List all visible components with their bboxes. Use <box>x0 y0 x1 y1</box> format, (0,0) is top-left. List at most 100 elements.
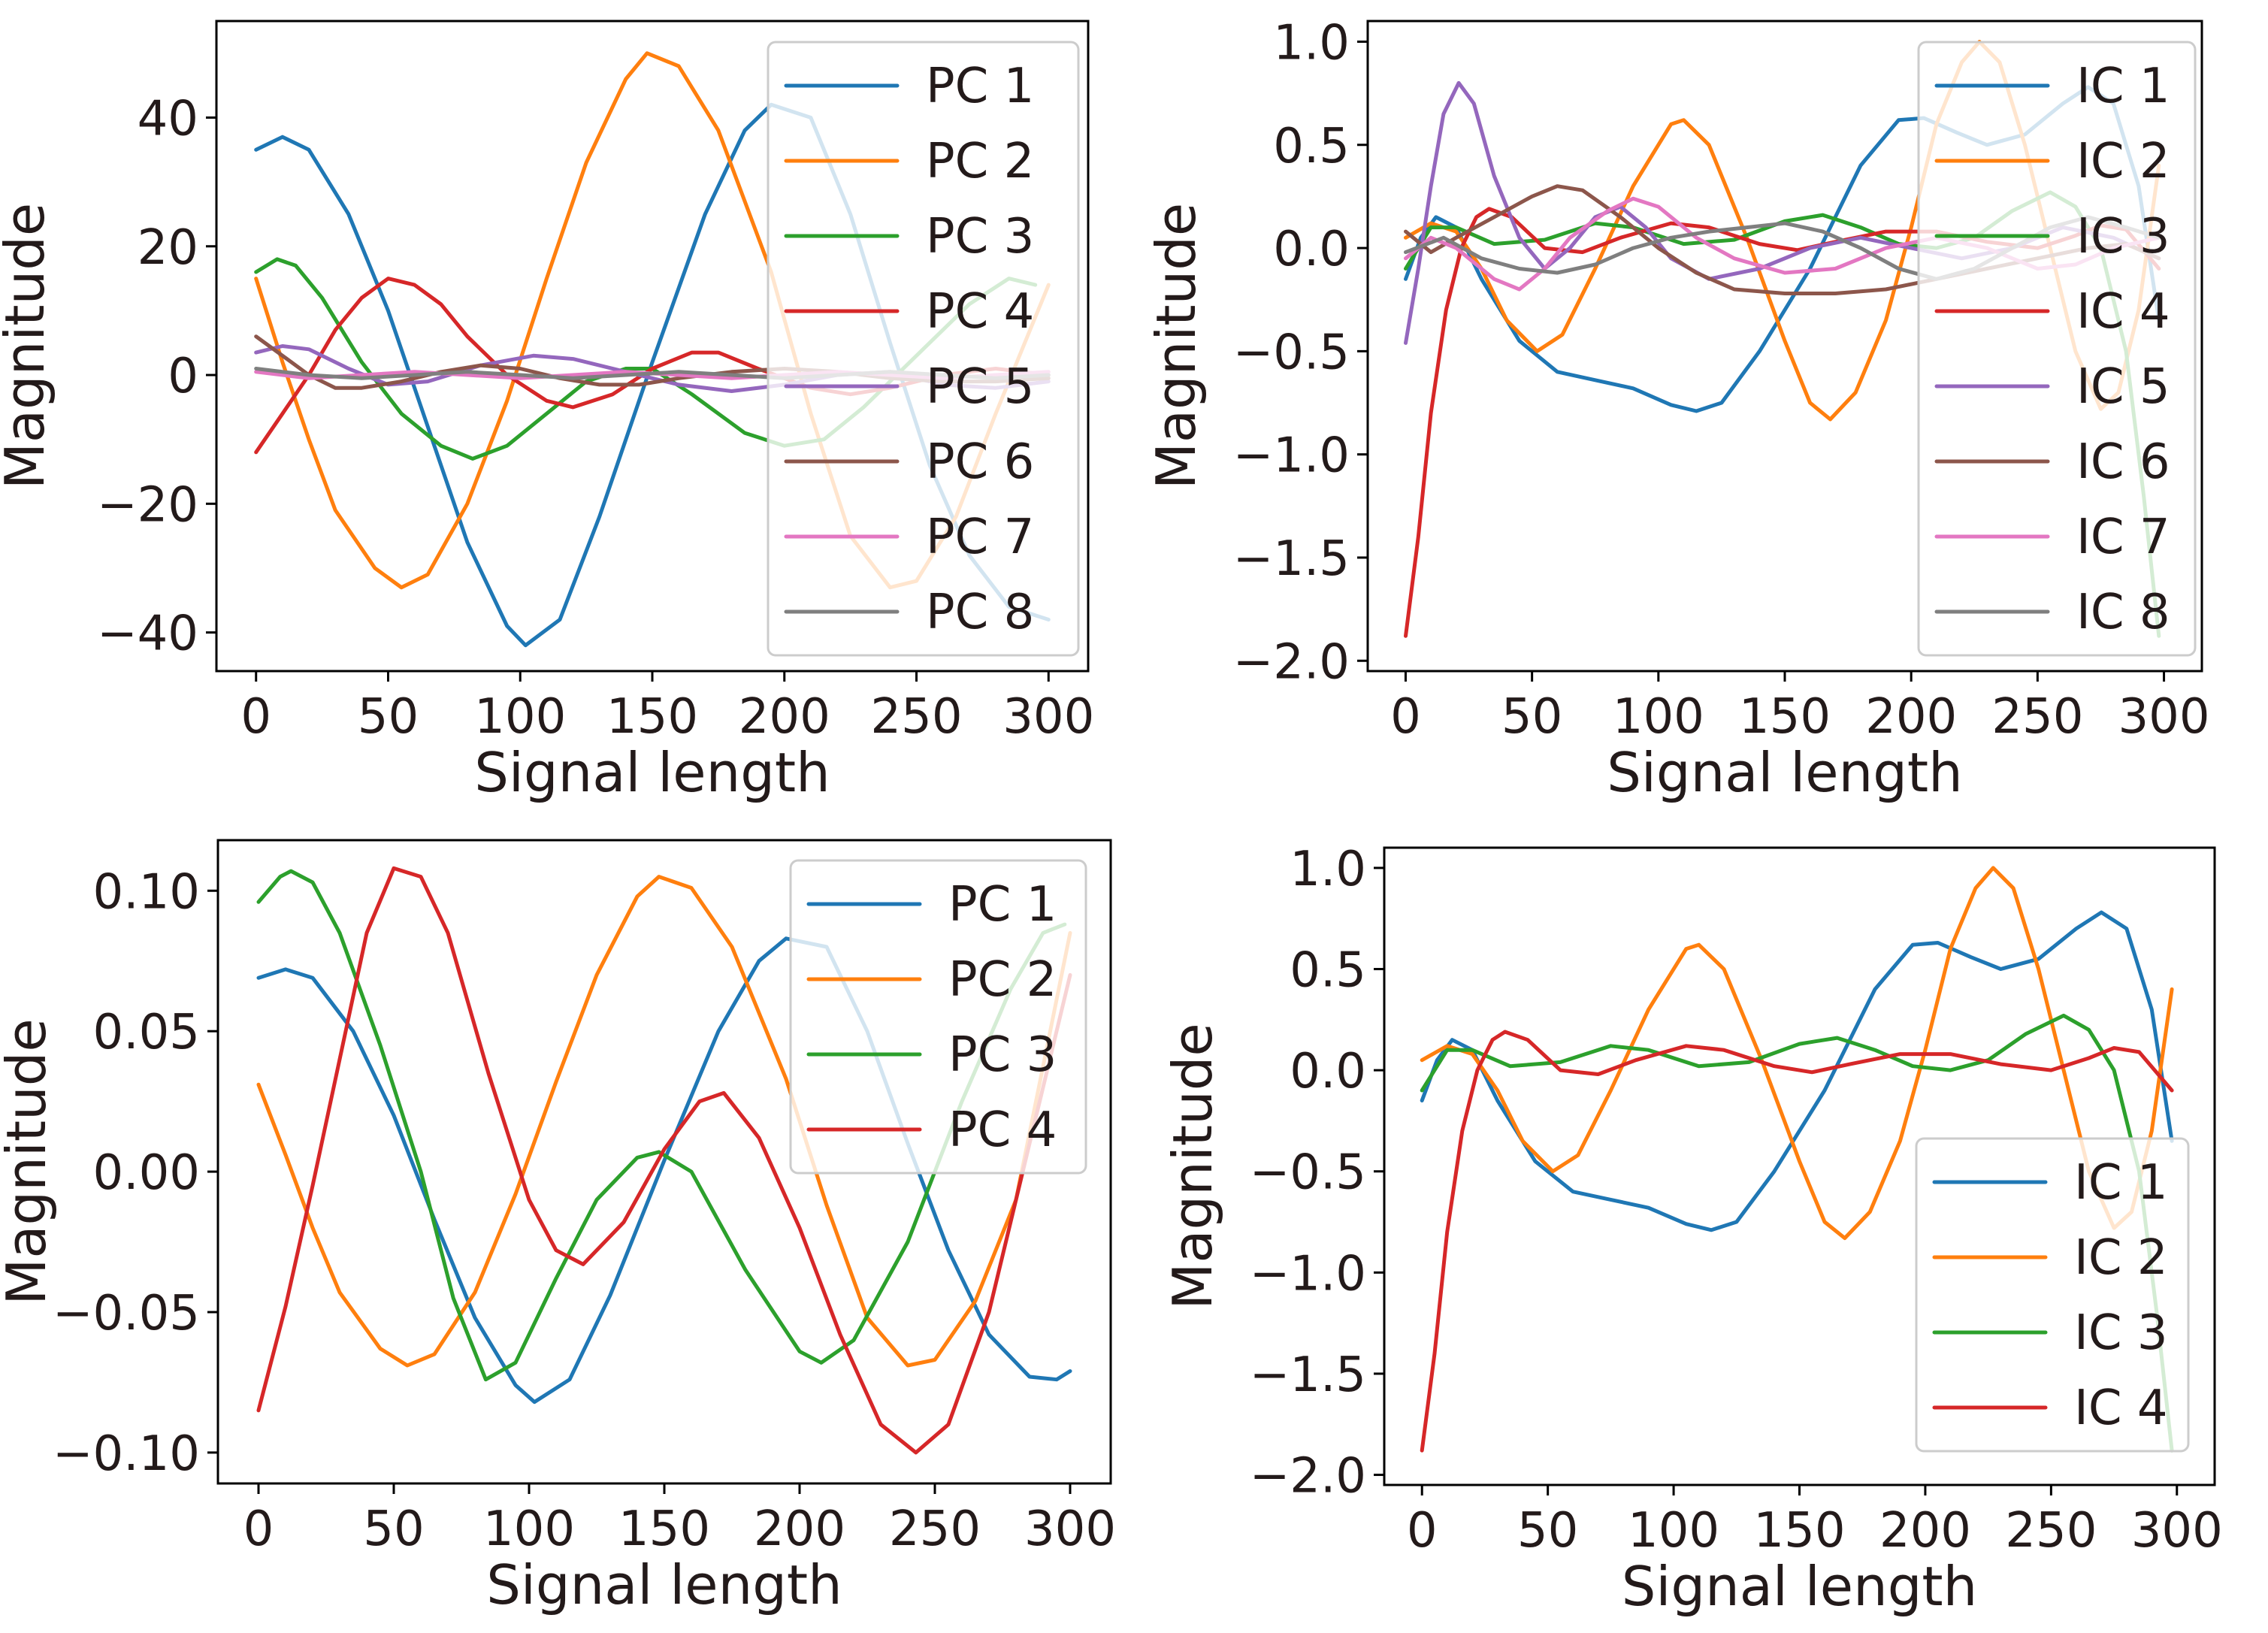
series-line-ic-2 <box>1420 866 2174 1241</box>
x-tick-label: 0 <box>243 1501 274 1557</box>
legend-box <box>1917 41 2197 657</box>
legend-label: IC 2 <box>2074 1230 2168 1286</box>
x-tick-label: 300 <box>1024 1501 1116 1557</box>
x-tick-label: 0 <box>1390 689 1421 745</box>
legend-label: PC 1 <box>926 59 1034 114</box>
legend-label: PC 4 <box>926 284 1034 340</box>
series-line-pc-3 <box>256 869 1067 1382</box>
legend-label: IC 1 <box>2074 1155 2168 1211</box>
legend-label: IC 4 <box>2074 1380 2168 1436</box>
y-tick-label: 0 <box>168 349 198 404</box>
legend-label: PC 6 <box>926 434 1034 490</box>
x-tick-label: 100 <box>474 689 566 745</box>
legend-label: IC 5 <box>2076 359 2170 415</box>
x-axis-label: Signal length <box>1607 741 1963 804</box>
legend-label: PC 3 <box>948 1027 1057 1083</box>
legend-label: PC 7 <box>926 510 1034 565</box>
x-tick-label: 250 <box>889 1501 981 1557</box>
y-tick-label: −0.5 <box>1250 1145 1366 1201</box>
legend-label: PC 8 <box>926 585 1034 640</box>
legend-label: PC 2 <box>948 952 1057 1008</box>
y-tick-label: 1.0 <box>1273 15 1350 71</box>
series-lines <box>256 866 1072 1455</box>
legend-box <box>1915 1137 2190 1453</box>
x-tick-label: 100 <box>483 1501 575 1557</box>
x-tick-label: 200 <box>739 689 830 745</box>
x-axis-label: Signal length <box>1622 1555 1978 1618</box>
legend: IC 1 IC 2 IC 3 IC 4 IC 5 IC 6 IC 7 IC 8 <box>1917 41 2197 657</box>
x-tick-label: 50 <box>1517 1503 1578 1559</box>
y-axis-label: Magnitude <box>1161 1023 1224 1309</box>
x-tick-label: 50 <box>363 1501 424 1557</box>
x-axis-label: Signal length <box>486 1553 842 1616</box>
legend-label: IC 3 <box>2074 1305 2168 1361</box>
legend-label: PC 2 <box>926 134 1034 189</box>
x-tick-label: 150 <box>618 1501 710 1557</box>
y-tick-label: −20 <box>97 477 198 533</box>
x-tick-label: 150 <box>1739 689 1831 745</box>
x-tick-label: 250 <box>1991 689 2083 745</box>
legend-label: IC 4 <box>2076 284 2170 340</box>
x-tick-label: 250 <box>2005 1503 2097 1559</box>
x-tick-label: 0 <box>240 689 271 745</box>
y-tick-label: −1.0 <box>1250 1246 1366 1302</box>
y-tick-label: −1.5 <box>1250 1347 1366 1403</box>
legend: PC 1 PC 2 PC 3 PC 4 <box>789 859 1087 1175</box>
y-axis-label: Magnitude <box>1145 203 1208 489</box>
chart-panel-ic4: 0 50 100 150 200 250 300 −2.0 −1.5 −1.0 −0.5 0.0 0.5… <box>1161 842 2223 1618</box>
x-tick-label: 300 <box>1002 689 1094 745</box>
x-tick-label: 200 <box>1865 689 1957 745</box>
y-tick-label: 0.0 <box>1290 1044 1366 1099</box>
series-line-pc-2 <box>256 875 1072 1368</box>
y-tick-label: 0.10 <box>93 864 201 920</box>
chart-panel-pc4: 0 50 100 150 200 250 300 −0.10 −0.05 0.00 0.05 0.10… <box>0 839 1116 1616</box>
y-tick-label: 0.05 <box>93 1005 201 1060</box>
series-line-ic-4 <box>1420 1030 2174 1453</box>
y-tick-label: −0.05 <box>53 1286 200 1341</box>
y-tick-label: −40 <box>97 606 198 662</box>
y-tick-label: −2.0 <box>1250 1449 1366 1504</box>
x-tick-label: 200 <box>1879 1503 1971 1559</box>
series-lines <box>1420 866 2174 1453</box>
series-line-ic-3 <box>1420 1013 2174 1453</box>
x-tick-label: 50 <box>358 689 419 745</box>
y-axis-label: Magnitude <box>0 203 56 489</box>
legend-label: PC 5 <box>926 359 1034 415</box>
legend-box <box>789 859 1087 1175</box>
x-tick-label: 250 <box>870 689 962 745</box>
x-tick-label: 150 <box>606 689 698 745</box>
x-tick-label: 100 <box>1613 689 1704 745</box>
legend-label: IC 7 <box>2076 510 2170 565</box>
x-tick-label: 300 <box>2118 689 2209 745</box>
legend-label: PC 4 <box>948 1102 1057 1158</box>
chart-panel-ic8: 0 50 100 150 200 250 300 −2.0 −1.5 −1.0 −0.5 0.0 0.5… <box>1145 15 2210 804</box>
x-axis-label: Signal length <box>474 741 830 804</box>
y-tick-label: 0.0 <box>1273 222 1350 277</box>
legend-label: PC 3 <box>926 209 1034 265</box>
y-tick-label: 0.00 <box>93 1145 201 1201</box>
y-tick-label: −0.10 <box>53 1426 200 1482</box>
y-tick-label: 0.5 <box>1290 943 1366 999</box>
y-tick-label: −0.5 <box>1233 325 1350 380</box>
y-tick-label: −1.5 <box>1233 531 1350 587</box>
y-axis-label: Magnitude <box>0 1018 58 1305</box>
legend-label: IC 8 <box>2076 585 2170 640</box>
x-tick-label: 100 <box>1628 1503 1719 1559</box>
legend: PC 1 PC 2 PC 3 PC 4 PC 5 PC 6 PC 7 PC 8 <box>767 41 1080 657</box>
legend-label: IC 1 <box>2076 59 2170 114</box>
chart-panel-pc8: 0 50 100 150 200 250 300 −40 −20 0 20 40 Signal leng… <box>0 20 1094 804</box>
legend-label: IC 2 <box>2076 134 2170 189</box>
x-tick-label: 300 <box>2131 1503 2223 1559</box>
x-tick-label: 200 <box>754 1501 845 1557</box>
y-tick-label: 20 <box>138 220 198 276</box>
series-line-pc-4 <box>256 866 1072 1455</box>
y-tick-label: 1.0 <box>1290 842 1366 897</box>
legend-label: IC 6 <box>2076 434 2170 490</box>
series-line-ic-1 <box>1420 910 2174 1232</box>
y-tick-label: −1.0 <box>1233 428 1350 484</box>
legend-label: PC 1 <box>948 877 1057 933</box>
legend-box <box>767 41 1080 657</box>
y-tick-label: 40 <box>138 91 198 147</box>
x-tick-label: 0 <box>1407 1503 1438 1559</box>
